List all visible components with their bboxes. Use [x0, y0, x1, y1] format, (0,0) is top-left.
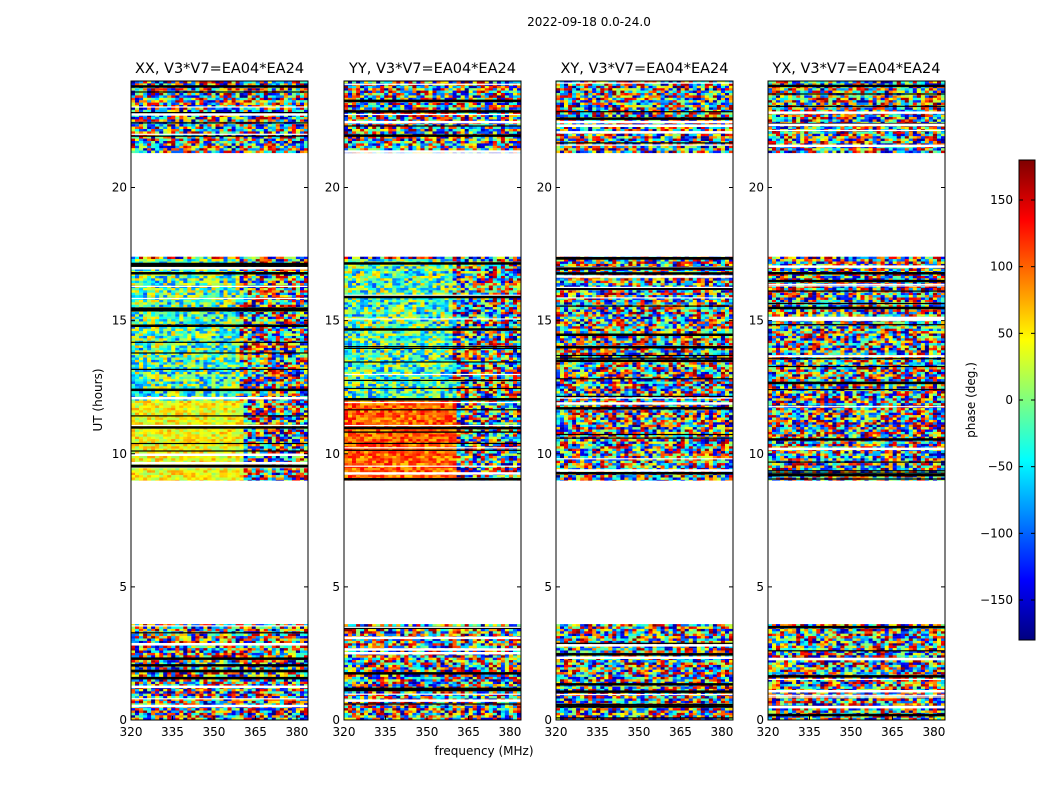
x-tick-label: 335 [586, 725, 609, 739]
x-tick-label: 380 [498, 725, 521, 739]
y-tick-label: 10 [749, 447, 764, 461]
x-tick-label: 335 [161, 725, 184, 739]
x-tick-label: 365 [669, 725, 692, 739]
y-tick-label: 5 [119, 580, 127, 594]
colorbar-tick-label: 50 [998, 326, 1013, 340]
y-tick-label: 15 [749, 314, 764, 328]
x-tick-label: 335 [374, 725, 397, 739]
x-tick-label: 320 [120, 725, 143, 739]
colorbar-tick-label: −150 [980, 593, 1013, 607]
figure: 2022-09-18 0.0-24.0 XX, V3*V7=EA04*EA24 0… [0, 0, 1050, 800]
x-tick-label: 350 [203, 725, 226, 739]
y-tick-label: 10 [325, 447, 340, 461]
colorbar-tick-label: 0 [1005, 393, 1013, 407]
x-tick-label: 350 [628, 725, 651, 739]
colorbar-tick-label: 150 [990, 193, 1013, 207]
y-tick-label: 10 [537, 447, 552, 461]
figure-suptitle: 2022-09-18 0.0-24.0 [527, 15, 651, 29]
y-tick-label: 20 [749, 181, 764, 195]
panel-title: XY, V3*V7=EA04*EA24 [560, 61, 728, 77]
x-tick-label: 380 [922, 725, 945, 739]
panel-title: XX, V3*V7=EA04*EA24 [135, 61, 304, 77]
x-tick-label: 380 [285, 725, 308, 739]
y-tick-label: 20 [537, 181, 552, 195]
y-tick-label: 20 [112, 181, 127, 195]
y-tick-label: 20 [325, 181, 340, 195]
y-tick-label: 5 [544, 580, 552, 594]
x-tick-label: 350 [416, 725, 439, 739]
x-tick-label: 335 [798, 725, 821, 739]
x-axis-label: frequency (MHz) [434, 744, 533, 758]
y-axis-label: UT (hours) [91, 368, 105, 431]
y-tick-label: 15 [537, 314, 552, 328]
panel-title: YY, V3*V7=EA04*EA24 [348, 61, 516, 77]
y-tick-label: 5 [332, 580, 340, 594]
x-tick-label: 320 [545, 725, 568, 739]
colorbar-tick-label: −50 [988, 460, 1013, 474]
x-tick-label: 365 [881, 725, 904, 739]
y-tick-label: 10 [112, 447, 127, 461]
colorbar-tick-label: 100 [990, 260, 1013, 274]
x-tick-label: 380 [710, 725, 733, 739]
y-tick-label: 15 [325, 314, 340, 328]
colorbar-tick-label: −100 [980, 526, 1013, 540]
y-tick-label: 15 [112, 314, 127, 328]
y-tick-label: 5 [756, 580, 764, 594]
x-tick-label: 365 [244, 725, 267, 739]
x-tick-label: 350 [840, 725, 863, 739]
colorbar-label: phase (deg.) [964, 362, 978, 438]
panel-title: YX, V3*V7=EA04*EA24 [771, 61, 940, 77]
x-tick-label: 320 [757, 725, 780, 739]
x-tick-label: 320 [333, 725, 356, 739]
colorbar: −150 −100 −50 0 50 100 150 [980, 160, 1035, 640]
x-tick-label: 365 [457, 725, 480, 739]
